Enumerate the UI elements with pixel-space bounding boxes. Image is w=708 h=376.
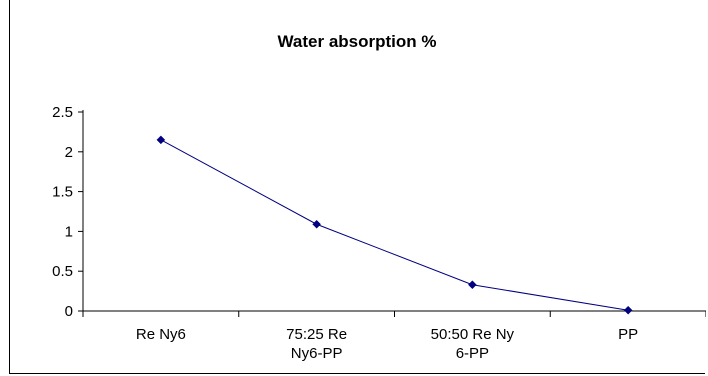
line-chart: Water absorption % 0 0.5 1 1.5 2 2.5 Re Ny6 75… <box>52 32 706 362</box>
x-tick-label: 50:50 Re Ny 6-PP <box>431 326 515 362</box>
y-tick-label: 1.5 <box>52 184 73 201</box>
y-tick-label: 0.5 <box>52 263 73 280</box>
data-point <box>468 280 477 290</box>
y-tick-label: 0 <box>65 303 73 320</box>
data-point <box>312 219 321 229</box>
data-point <box>156 135 166 145</box>
data-point <box>623 305 633 315</box>
chart-frame: Water absorption % 0 0.5 1 1.5 2 2.5 Re Ny6 75… <box>9 0 706 374</box>
chart-title: Water absorption % <box>278 32 437 51</box>
y-axis-ticks: 0 0.5 1 1.5 2 2.5 <box>52 104 83 320</box>
y-tick-label: 2 <box>65 144 73 161</box>
x-tick-label: 75:25 Re Ny6-PP <box>286 326 347 362</box>
series-group <box>156 135 633 315</box>
series-line <box>160 139 629 311</box>
x-tick-label: Re Ny6 <box>136 326 186 343</box>
x-axis-ticks: Re Ny6 75:25 Re Ny6-PP 50:50 Re Ny 6-PP PP <box>82 311 706 362</box>
y-tick-label: 2.5 <box>52 104 73 121</box>
y-tick-label: 1 <box>65 223 73 240</box>
x-tick-label: PP <box>618 326 638 343</box>
axes <box>82 110 706 312</box>
